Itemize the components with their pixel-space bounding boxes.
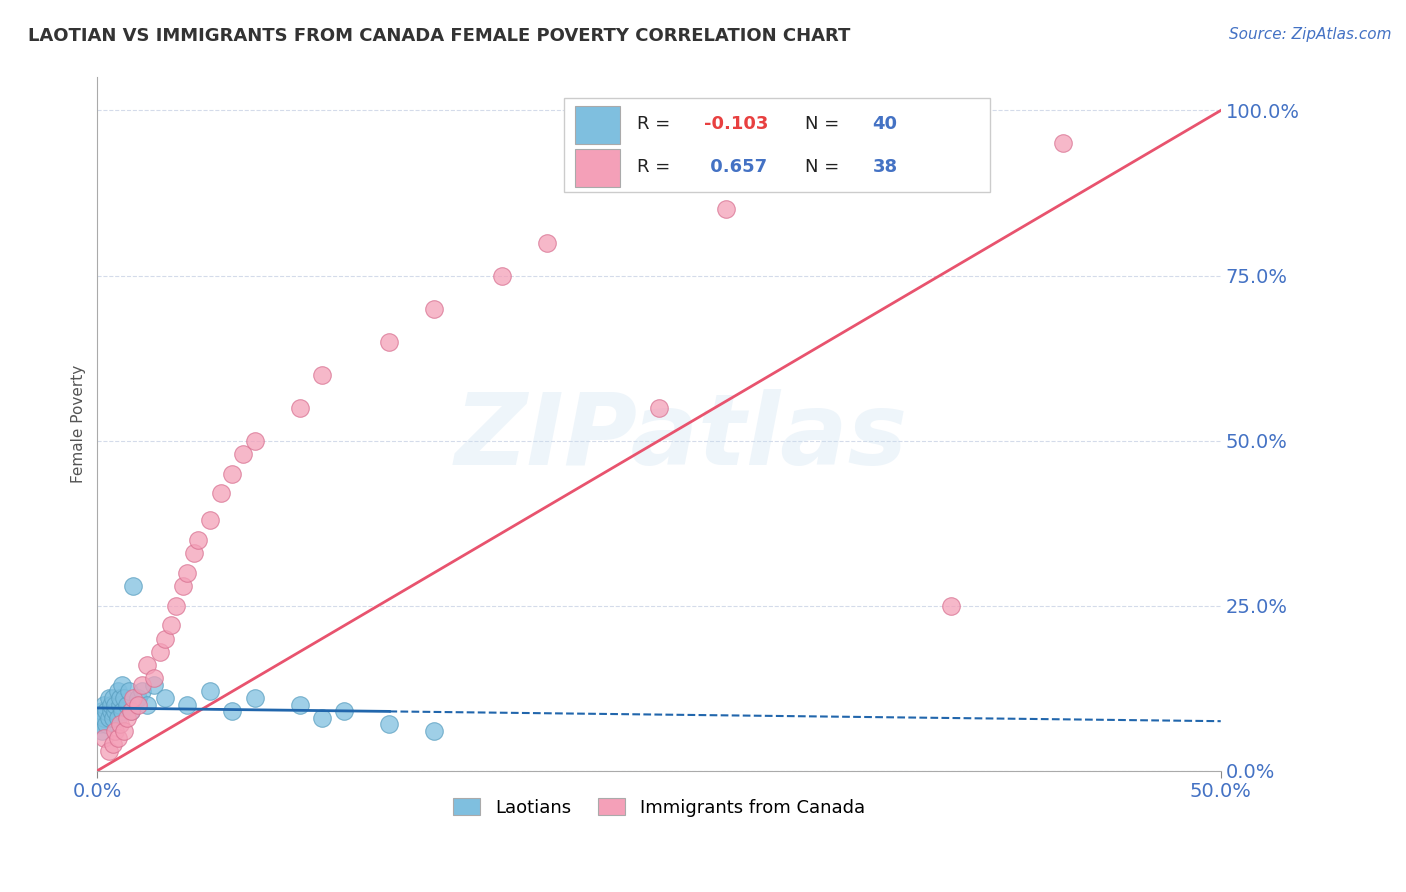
Point bbox=[93, 731, 115, 745]
Bar bbox=[575, 149, 620, 187]
Point bbox=[115, 711, 138, 725]
Text: 0.657: 0.657 bbox=[704, 159, 768, 177]
Point bbox=[108, 698, 131, 712]
Point bbox=[96, 717, 118, 731]
Text: R =: R = bbox=[637, 115, 675, 134]
Point bbox=[243, 691, 266, 706]
Point bbox=[111, 704, 134, 718]
Point bbox=[90, 704, 112, 718]
Point bbox=[127, 691, 149, 706]
Point bbox=[100, 704, 122, 718]
Text: ZIPatlas: ZIPatlas bbox=[456, 390, 908, 486]
Point bbox=[93, 698, 115, 712]
Point bbox=[97, 744, 120, 758]
Point bbox=[135, 658, 157, 673]
Point bbox=[378, 334, 401, 349]
Point bbox=[101, 691, 124, 706]
Legend: Laotians, Immigrants from Canada: Laotians, Immigrants from Canada bbox=[446, 791, 872, 824]
Point bbox=[333, 704, 356, 718]
Point bbox=[122, 579, 145, 593]
Point bbox=[149, 645, 172, 659]
Point bbox=[118, 684, 141, 698]
Point bbox=[288, 401, 311, 415]
Point bbox=[378, 717, 401, 731]
Point bbox=[101, 737, 124, 751]
Y-axis label: Female Poverty: Female Poverty bbox=[72, 365, 86, 483]
Point bbox=[107, 684, 129, 698]
Point bbox=[828, 169, 851, 184]
Point bbox=[221, 467, 243, 481]
Point bbox=[165, 599, 187, 613]
Text: -0.103: -0.103 bbox=[704, 115, 768, 134]
Point bbox=[135, 698, 157, 712]
Point bbox=[111, 678, 134, 692]
Text: LAOTIAN VS IMMIGRANTS FROM CANADA FEMALE POVERTY CORRELATION CHART: LAOTIAN VS IMMIGRANTS FROM CANADA FEMALE… bbox=[28, 27, 851, 45]
Point bbox=[108, 691, 131, 706]
Point bbox=[172, 579, 194, 593]
Point bbox=[198, 684, 221, 698]
Point bbox=[176, 698, 198, 712]
Text: N =: N = bbox=[806, 115, 845, 134]
Point bbox=[198, 513, 221, 527]
Point bbox=[104, 724, 127, 739]
Point bbox=[115, 698, 138, 712]
Point bbox=[101, 711, 124, 725]
Point bbox=[243, 434, 266, 448]
Point bbox=[89, 717, 111, 731]
Text: R =: R = bbox=[637, 159, 675, 177]
Point bbox=[939, 599, 962, 613]
Point bbox=[131, 678, 153, 692]
Point bbox=[142, 678, 165, 692]
Point bbox=[131, 684, 153, 698]
Point bbox=[90, 724, 112, 739]
Point bbox=[288, 698, 311, 712]
Point bbox=[97, 691, 120, 706]
Point bbox=[183, 546, 205, 560]
Point bbox=[112, 691, 135, 706]
Point bbox=[153, 691, 176, 706]
Point bbox=[142, 671, 165, 685]
FancyBboxPatch shape bbox=[564, 98, 990, 192]
Bar bbox=[575, 106, 620, 144]
Point bbox=[120, 704, 142, 718]
Point bbox=[96, 704, 118, 718]
Point bbox=[107, 731, 129, 745]
Point bbox=[160, 618, 183, 632]
Point bbox=[120, 704, 142, 718]
Point bbox=[100, 698, 122, 712]
Point bbox=[93, 711, 115, 725]
Point bbox=[187, 533, 209, 547]
Point bbox=[122, 691, 145, 706]
Point bbox=[221, 704, 243, 718]
Point bbox=[209, 486, 232, 500]
Text: 40: 40 bbox=[873, 115, 897, 134]
Point bbox=[104, 698, 127, 712]
Point bbox=[127, 698, 149, 712]
Point bbox=[108, 717, 131, 731]
Point bbox=[153, 632, 176, 646]
Point bbox=[232, 447, 254, 461]
Point bbox=[112, 724, 135, 739]
Point bbox=[311, 711, 333, 725]
Point bbox=[536, 235, 558, 250]
Point bbox=[311, 368, 333, 382]
Point bbox=[176, 566, 198, 580]
Text: N =: N = bbox=[806, 159, 845, 177]
Point bbox=[1052, 136, 1074, 151]
Point bbox=[716, 202, 738, 217]
Text: Source: ZipAtlas.com: Source: ZipAtlas.com bbox=[1229, 27, 1392, 42]
Point bbox=[423, 301, 446, 316]
Point bbox=[491, 268, 513, 283]
Point bbox=[104, 704, 127, 718]
Point bbox=[648, 401, 671, 415]
Point bbox=[97, 711, 120, 725]
Text: 38: 38 bbox=[873, 159, 897, 177]
Point bbox=[107, 711, 129, 725]
Point bbox=[423, 724, 446, 739]
